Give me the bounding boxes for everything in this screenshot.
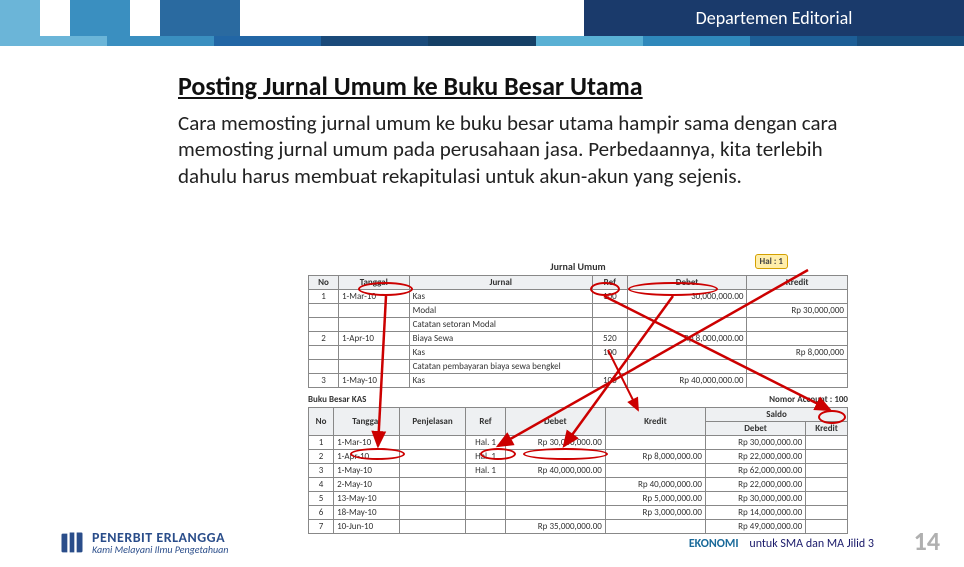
ledger-left: Buku Besar KAS (308, 394, 366, 405)
footer-subject: EKONOMI (689, 537, 739, 551)
footer-book-subtitle: untuk SMA dan MA Jilid 3 (749, 537, 874, 551)
book-icon (58, 529, 86, 557)
slide-header: Departemen Editorial (0, 0, 964, 56)
ledger-header: Buku Besar KAS Nomor Account : 100 (308, 394, 848, 405)
header-stripes (0, 36, 964, 46)
circle-tanggal (358, 282, 413, 296)
jurnal-col-kredit: Kredit (747, 276, 848, 290)
header-decoration-left (0, 0, 584, 36)
ledger-col-tanggal: Tanggal (334, 408, 400, 436)
footer-book-label: EKONOMI untuk SMA dan MA Jilid 3 (689, 537, 874, 551)
ledger-col-debet: Debet (505, 408, 605, 436)
page-number: 14 (914, 525, 940, 557)
jurnal-col-jurnal: Jurnal (409, 276, 592, 290)
content-area: Posting Jurnal Umum ke Buku Besar Utama … (178, 70, 878, 189)
ledger-col-ref: Ref (466, 408, 505, 436)
ledger-table: No Tanggal Penjelasan Ref Debet Kredit S… (308, 407, 848, 534)
table-row: Kas100Rp 8,000,000 (309, 346, 848, 360)
table-row: Catatan pembayaran biaya sewa bengkel (309, 360, 848, 374)
ledger-col-saldo-debet: Debet (705, 422, 805, 436)
table-row: 31-May-10Hal. 1Rp 40,000,000.00Rp 62,000… (309, 464, 848, 478)
ledger-col-kredit: Kredit (605, 408, 705, 436)
ledger-col-no: No (309, 408, 334, 436)
table-row: 513-May-10Rp 5,000,000.00Rp 30,000,000.0… (309, 492, 848, 506)
department-label: Departemen Editorial (696, 7, 853, 29)
diagram-area: Jurnal Umum Hal : 1 No Tanggal Jurnal Re… (308, 260, 848, 534)
table-row: 31-May-10Kas100Rp 40,000,000.00 (309, 374, 848, 388)
table-row: 42-May-10Rp 40,000,000.00Rp 22,000,000.0… (309, 478, 848, 492)
table-row: Catatan setoran Modal (309, 318, 848, 332)
table-row: ModalRp 30,000,000 (309, 304, 848, 318)
slide-title: Posting Jurnal Umum ke Buku Besar Utama (178, 70, 878, 102)
circle-debet-amount (628, 282, 718, 296)
circle-ledger-tanggal (350, 448, 405, 460)
jurnal-col-no: No (309, 276, 339, 290)
slide-footer: PENERBIT ERLANGGA Kami Melayani Ilmu Pen… (0, 517, 964, 557)
ledger-col-penjelasan: Penjelasan (399, 408, 466, 436)
circle-ledger-ref (480, 448, 516, 460)
table-row: 21-Apr-10Biaya Sewa520Rp 8,000,000.00 (309, 332, 848, 346)
circle-account-100 (818, 410, 846, 424)
ledger-right: Nomor Account : 100 (769, 394, 848, 405)
hal-callout: Hal : 1 (755, 254, 788, 269)
publisher-tagline: Kami Melayani Ilmu Pengetahuan (92, 545, 228, 555)
department-label-bar: Departemen Editorial (584, 0, 964, 36)
slide-body: Cara memosting jurnal umum ke buku besar… (178, 110, 878, 189)
circle-ledger-debet (523, 448, 608, 460)
circle-ref-100 (590, 282, 620, 296)
publisher-block: PENERBIT ERLANGGA Kami Melayani Ilmu Pen… (58, 529, 228, 557)
